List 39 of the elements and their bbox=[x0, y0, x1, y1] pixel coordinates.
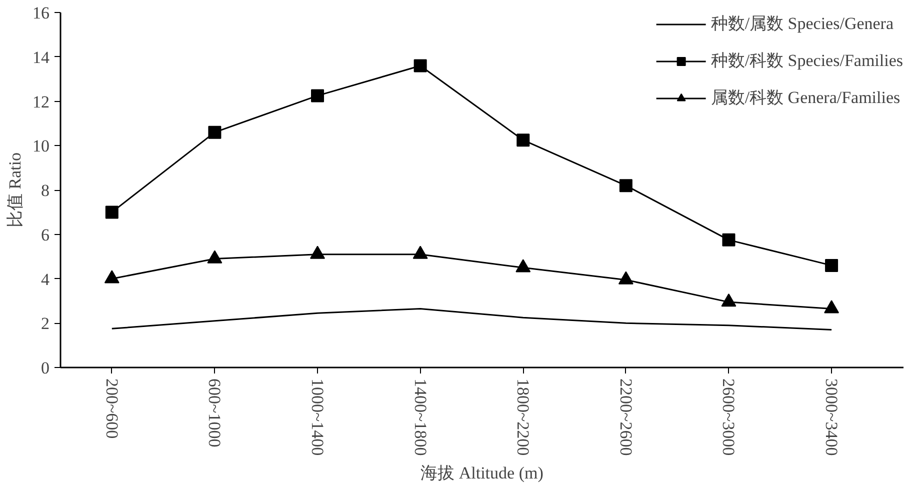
point bbox=[721, 293, 736, 307]
point bbox=[207, 250, 222, 264]
x-tick-label: 1000~1400 bbox=[308, 378, 328, 456]
y-tick-label: 4 bbox=[41, 270, 50, 289]
point bbox=[824, 300, 840, 314]
point bbox=[311, 89, 324, 102]
y-tick-label: 12 bbox=[32, 92, 50, 112]
y-tick-label: 6 bbox=[41, 225, 50, 244]
legend-label: 属数/科数 Genera/Families bbox=[710, 87, 900, 109]
y-axis-title: 比值 Ratio bbox=[6, 152, 24, 228]
y-tick-label: 16 bbox=[32, 4, 50, 22]
legend-label: 种数/科数 Species/Families bbox=[710, 50, 903, 72]
point bbox=[414, 59, 427, 72]
y-tick-label: 0 bbox=[41, 358, 50, 378]
x-tick-label: 2200~2600 bbox=[616, 378, 636, 456]
x-tick-label: 3000~3400 bbox=[822, 378, 842, 456]
y-tick-label: 2 bbox=[41, 314, 50, 334]
legend-label: 种数/属数 Species/Genera bbox=[710, 13, 894, 35]
x-tick-label: 1400~1800 bbox=[410, 378, 430, 456]
x-axis-title: 海拔 Altitude (m) bbox=[420, 464, 544, 483]
point bbox=[310, 246, 326, 259]
x-tick-label: 200~600 bbox=[102, 378, 122, 439]
point bbox=[619, 179, 632, 192]
point bbox=[105, 206, 118, 219]
point bbox=[516, 134, 530, 147]
x-tick-label: 2600~3000 bbox=[719, 378, 738, 456]
point bbox=[104, 270, 120, 284]
x-tick-label: 600~1000 bbox=[205, 378, 224, 448]
point bbox=[618, 271, 634, 284]
y-tick-label: 14 bbox=[32, 48, 50, 67]
point bbox=[825, 258, 838, 272]
line-series bbox=[111, 308, 832, 331]
point bbox=[208, 126, 222, 139]
point bbox=[412, 246, 428, 259]
point bbox=[516, 259, 531, 272]
x-tick-label: 1800~2200 bbox=[514, 378, 533, 456]
point bbox=[722, 233, 736, 246]
y-tick-label: 8 bbox=[41, 181, 50, 200]
y-tick-label: 10 bbox=[32, 136, 50, 156]
